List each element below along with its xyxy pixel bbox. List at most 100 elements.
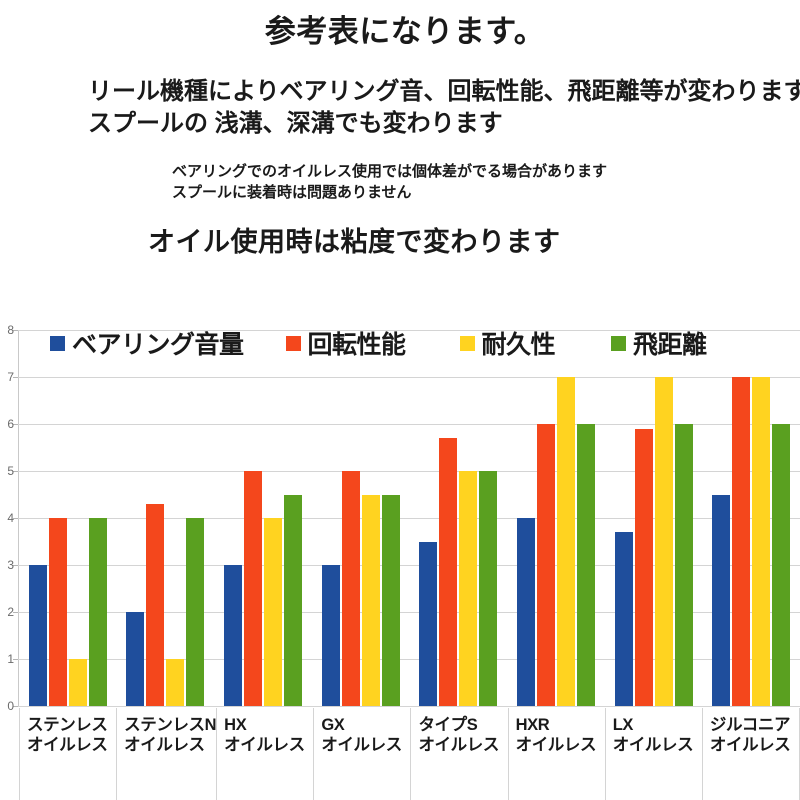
legend-label: ベアリング音量 [72,331,244,359]
bar-group [19,330,117,706]
bar [166,659,185,706]
bar [752,377,771,706]
gridline [18,518,800,519]
legend-item[interactable]: 飛距離 [611,325,707,361]
y-axis-tick-label: 6 [7,417,14,431]
legend-label: 耐久性 [481,331,556,359]
y-axis-tick [13,377,18,378]
category-label-line-1: HXR [515,716,550,734]
category-label: ジルコニア オイルレス [701,708,800,800]
bar-group [507,330,605,706]
y-axis-tick [13,424,18,425]
bar-group [117,330,215,706]
note-line-2: スプールに装着時は問題ありません [172,184,412,202]
gridline [18,659,800,660]
bar [321,565,340,706]
gridline [18,424,800,425]
bar [439,438,458,706]
y-axis-tick [13,330,18,331]
bar [284,494,303,706]
bar [634,428,653,706]
plot-area [13,330,800,707]
legend-item[interactable]: ベアリング音量 [50,325,244,361]
category-label-line-1: LX [612,716,634,734]
category-label: ステンレスオイルレス [19,708,116,800]
bar-group [214,330,312,706]
category-label-line-1: HX [224,716,247,734]
bar-group [410,330,508,706]
page-title: 参考表になります。 [264,14,546,49]
y-axis-tick-label: 0 [7,699,14,713]
bar [536,424,555,706]
subtitle-block: リール機種によりベアリング音、回転性能、飛距離等が変わります。 スプールの 浅溝… [0,76,800,141]
category-label: ステンレスN オイルレス [116,708,217,800]
category-label-line-2: オイルレス [612,736,694,755]
y-axis-tick [13,518,18,519]
chart-legend: ベアリング音量 回転性能 耐久性 飛距離 [18,326,800,360]
y-axis-tick-label: 3 [7,558,14,572]
note-block: ベアリングでのオイルレス使用では個体差がでる場合があります スプールに装着時は問… [0,162,800,203]
legend-swatch-icon [285,335,301,351]
bar [126,612,145,706]
bar [614,532,633,706]
category-label-line-1: GX [321,716,345,734]
legend-item[interactable]: 回転性能 [285,325,407,361]
bar [146,503,165,706]
bar [88,518,107,706]
y-axis-tick [13,471,18,472]
bar [459,471,478,706]
bar [419,541,438,706]
bar [479,471,498,706]
tagline: オイル使用時は粘度で変わります [148,226,561,257]
gridline [18,706,800,707]
bar-group [605,330,703,706]
y-axis-tick-label: 1 [7,652,14,666]
legend-swatch-icon [611,335,627,351]
y-axis-tick-label: 5 [7,464,14,478]
category-label-line-2: オイルレス [27,736,108,755]
legend-swatch-icon [459,335,475,351]
y-axis-tick-label: 4 [7,511,14,525]
bar [224,565,243,706]
legend-label: 飛距離 [633,331,707,359]
category-label-line-2: オイルレス [224,736,305,755]
subtitle-line-2: スプールの 浅溝、深溝でも変わります [88,110,503,138]
legend-label: 回転性能 [307,331,407,359]
bar [341,471,360,706]
legend-item[interactable]: 耐久性 [459,325,556,361]
gridline [18,471,800,472]
gridline [18,612,800,613]
bar [516,518,535,706]
category-label: タイプS オイルレス [410,708,507,800]
bar [772,424,791,706]
bar [732,377,751,706]
category-label-line-2: オイルレス [709,736,791,755]
y-axis-tick [13,612,18,613]
category-label: LX オイルレス [604,708,702,800]
bar [48,518,67,706]
legend-swatch-icon [50,335,65,351]
y-axis-tick [13,565,18,566]
bar [381,494,400,706]
category-label-line-2: オイルレス [418,736,499,755]
category-label-line-1: ステンレス [27,716,108,734]
bar [556,377,575,706]
bar [576,424,595,706]
category-label-line-2: オイルレス [321,736,402,755]
y-axis-tick-label: 7 [7,370,14,384]
category-label: HXR オイルレス [507,708,605,800]
bar [28,565,47,706]
bar [712,494,731,706]
bar [68,659,87,706]
header-text-block: 参考表になります。 リール機種によりベアリング音、回転性能、飛距離等が変わります… [0,0,800,259]
category-label-line-1: タイプS [418,716,478,734]
subtitle-line-1: リール機種によりベアリング音、回転性能、飛距離等が変わります。 [88,77,800,105]
category-label: GX オイルレス [313,708,410,800]
category-label-line-2: オイルレス [515,736,597,755]
tagline-block: オイル使用時は粘度で変わります [0,220,800,259]
y-axis-tick [13,706,18,707]
gridline [18,377,800,378]
bar-groups [19,330,800,706]
y-axis-tick [13,659,18,660]
